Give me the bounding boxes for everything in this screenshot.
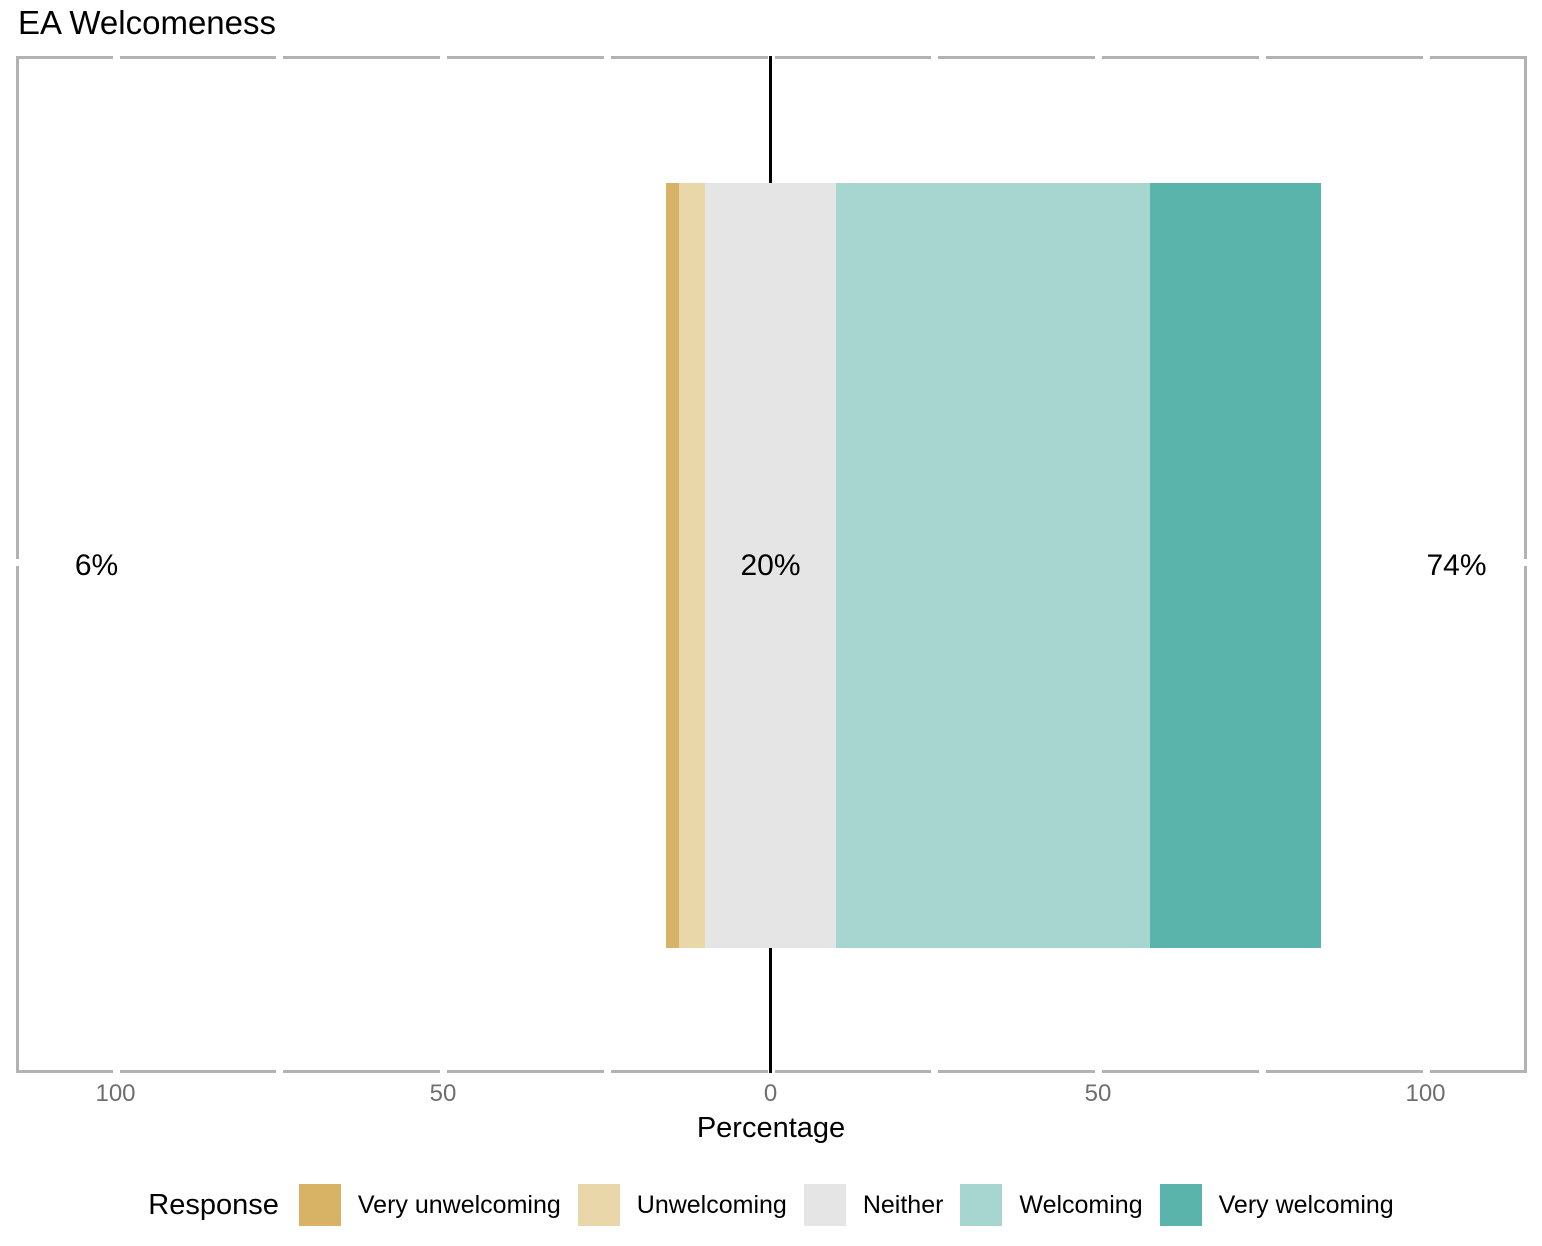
axis-tick-gap	[1422, 56, 1430, 59]
category-tick-gap	[1524, 559, 1527, 566]
axis-tick-gap	[931, 1070, 939, 1073]
legend-item-very-unwelcoming: Very unwelcoming	[298, 1184, 561, 1226]
axis-tick-gap	[1422, 1070, 1430, 1073]
axis-tick-gap	[1095, 1070, 1102, 1073]
bar-segment-neither	[705, 183, 836, 948]
legend-item-neither: Neither	[803, 1184, 944, 1226]
legend-label: Very unwelcoming	[357, 1190, 561, 1219]
axis-tick-gap	[440, 1070, 447, 1073]
legend: Response Very unwelcoming Unwelcoming Neit…	[0, 1184, 1542, 1226]
bar-segment-unwelcoming	[678, 183, 705, 948]
legend-item-very-welcoming: Very welcoming	[1159, 1184, 1394, 1226]
x-tick-label: 50	[1084, 1080, 1112, 1107]
chart-title: EA Welcomeness	[18, 4, 277, 41]
axis-tick-gap	[276, 56, 284, 59]
legend-label: Very welcoming	[1218, 1190, 1394, 1219]
category-tick-gap	[16, 559, 19, 566]
axis-tick-gap	[1095, 56, 1102, 59]
bar-segment-very-unwelcoming	[665, 183, 679, 948]
negative-total-label: 6%	[74, 549, 119, 582]
legend-swatch-welcoming	[960, 1184, 1003, 1226]
x-tick-label: 50	[429, 1080, 457, 1107]
legend-swatch-very-unwelcoming	[298, 1184, 341, 1226]
axis-tick-gap	[276, 1070, 284, 1073]
plot-panel: 6% 20% 74%	[16, 56, 1527, 1073]
legend-item-unwelcoming: Unwelcoming	[577, 1184, 787, 1226]
axis-tick-gap	[603, 1070, 611, 1073]
legend-swatch-unwelcoming	[577, 1184, 620, 1226]
positive-total-label: 74%	[1426, 549, 1487, 582]
x-tick-label: 100	[95, 1080, 136, 1107]
legend-swatch-very-welcoming	[1159, 1184, 1202, 1226]
axis-tick-gap	[603, 56, 611, 59]
axis-tick-gap	[1258, 1070, 1266, 1073]
x-tick-label: 0	[763, 1080, 778, 1107]
bar-segment-very-welcoming	[1150, 183, 1321, 948]
legend-label: Welcoming	[1019, 1190, 1143, 1219]
legend-item-welcoming: Welcoming	[960, 1184, 1143, 1226]
legend-label: Neither	[862, 1190, 944, 1219]
legend-title: Response	[148, 1188, 279, 1221]
axis-tick-gap	[112, 56, 120, 59]
x-axis-title: Percentage	[696, 1112, 846, 1144]
axis-tick-gap	[112, 1070, 120, 1073]
axis-tick-gap	[440, 56, 447, 59]
axis-tick-gap	[931, 56, 939, 59]
x-tick-label: 100	[1405, 1080, 1446, 1107]
neutral-total-label: 20%	[740, 549, 801, 582]
axis-tick-gap	[1258, 56, 1266, 59]
bar-segment-welcoming	[836, 183, 1151, 948]
legend-label: Unwelcoming	[636, 1190, 787, 1219]
legend-swatch-neither	[803, 1184, 846, 1226]
